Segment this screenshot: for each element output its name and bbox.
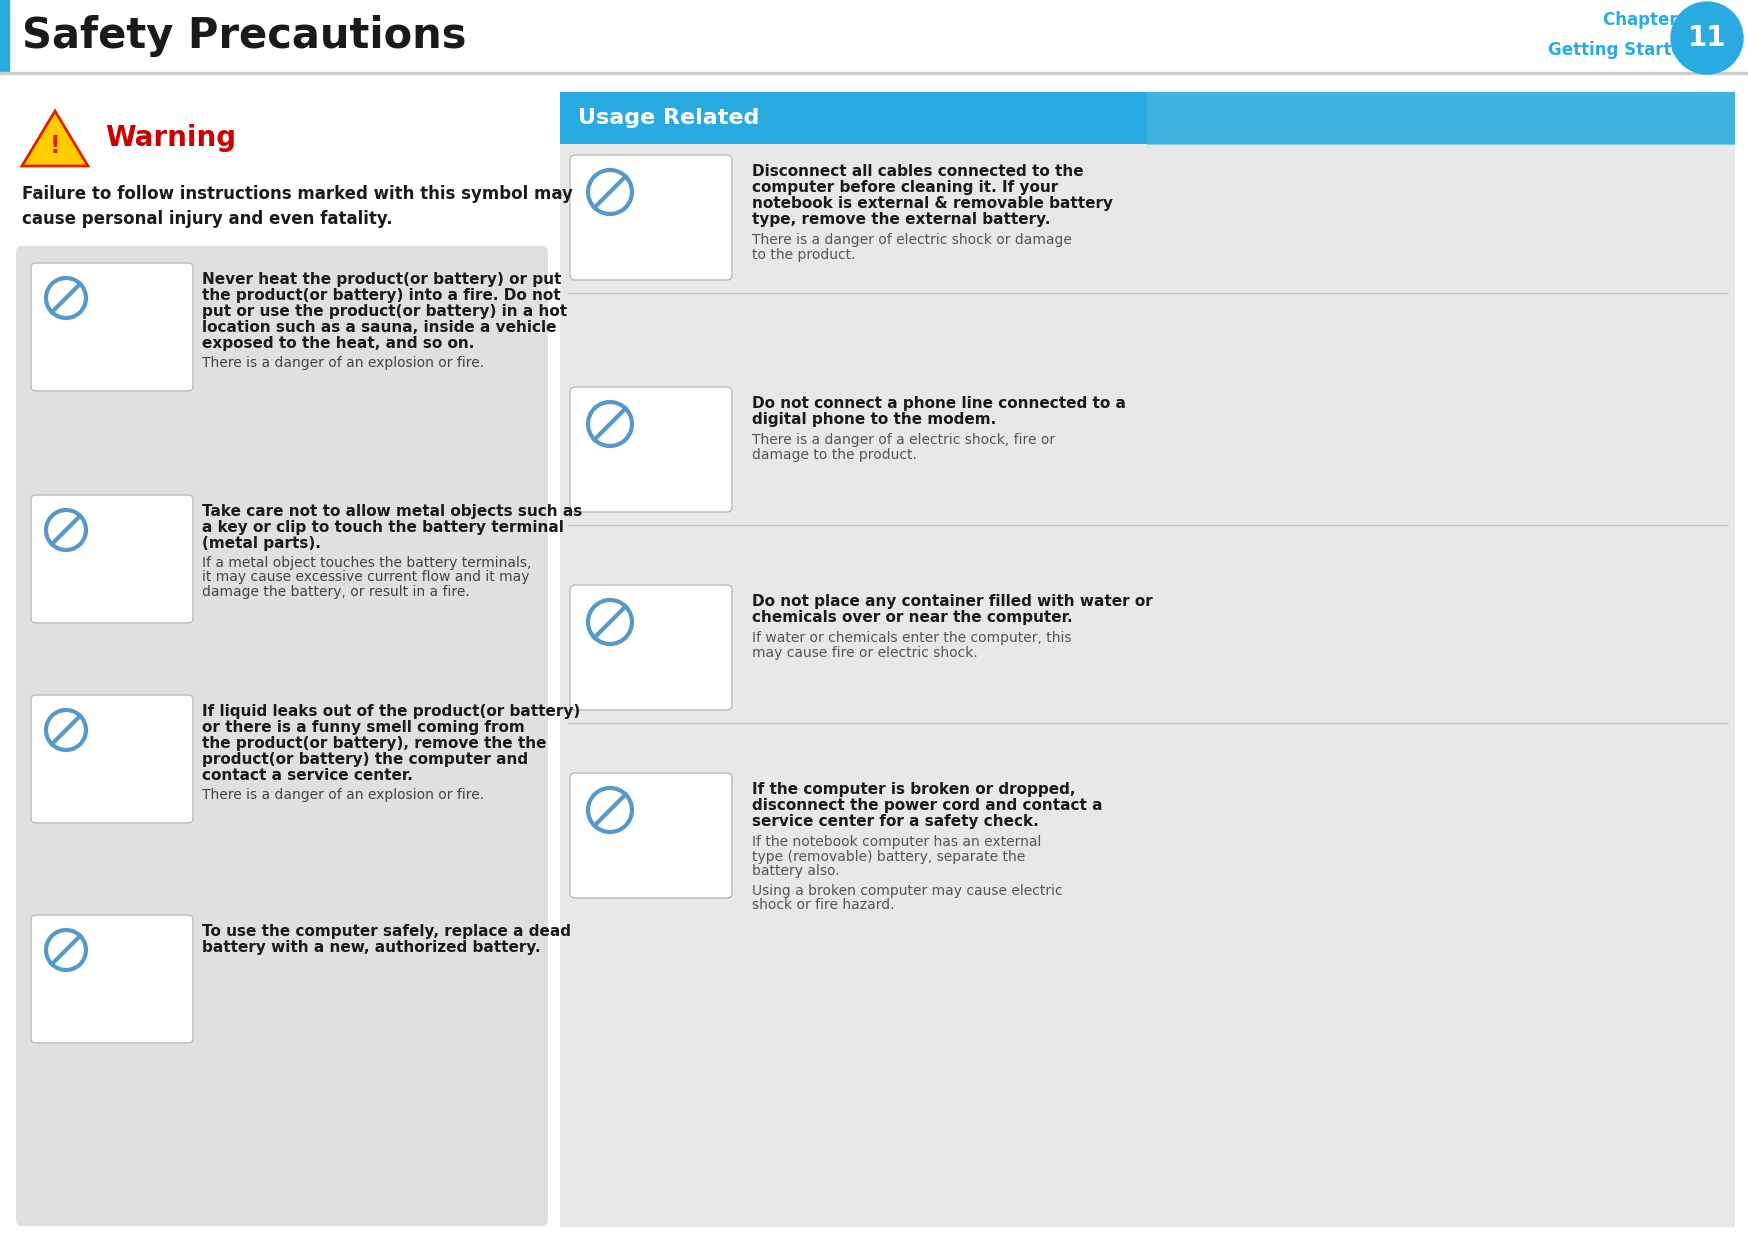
Text: the product(or battery), remove the the: the product(or battery), remove the the bbox=[201, 736, 545, 751]
FancyBboxPatch shape bbox=[31, 695, 192, 823]
Text: Never heat the product(or battery) or put: Never heat the product(or battery) or pu… bbox=[201, 272, 561, 287]
Text: There is a danger of a electric shock, fire or: There is a danger of a electric shock, f… bbox=[752, 433, 1054, 447]
Text: type, remove the external battery.: type, remove the external battery. bbox=[752, 212, 1051, 227]
Text: 11: 11 bbox=[1687, 24, 1725, 52]
Text: There is a danger of an explosion or fire.: There is a danger of an explosion or fir… bbox=[201, 788, 484, 802]
FancyBboxPatch shape bbox=[16, 246, 547, 1226]
FancyBboxPatch shape bbox=[570, 773, 732, 898]
Text: If the notebook computer has an external: If the notebook computer has an external bbox=[752, 835, 1040, 849]
Text: disconnect the power cord and contact a: disconnect the power cord and contact a bbox=[752, 798, 1101, 813]
Polygon shape bbox=[23, 110, 87, 166]
Text: the product(or battery) into a fire. Do not: the product(or battery) into a fire. Do … bbox=[201, 288, 561, 303]
Bar bbox=[1147, 92, 1732, 144]
Text: chemicals over or near the computer.: chemicals over or near the computer. bbox=[752, 611, 1072, 625]
Text: battery also.: battery also. bbox=[752, 864, 839, 877]
Text: If water or chemicals enter the computer, this: If water or chemicals enter the computer… bbox=[752, 630, 1072, 645]
FancyBboxPatch shape bbox=[570, 585, 732, 710]
Bar bbox=[0, 0, 9, 72]
FancyBboxPatch shape bbox=[31, 263, 192, 391]
Text: to the product.: to the product. bbox=[752, 247, 855, 262]
Text: (metal parts).: (metal parts). bbox=[201, 536, 320, 551]
Circle shape bbox=[1669, 2, 1743, 74]
Text: it may cause excessive current flow and it may: it may cause excessive current flow and … bbox=[201, 571, 530, 585]
Text: Do not connect a phone line connected to a: Do not connect a phone line connected to… bbox=[752, 396, 1126, 411]
Text: location such as a sauna, inside a vehicle: location such as a sauna, inside a vehic… bbox=[201, 320, 556, 335]
Text: damage the battery, or result in a fire.: damage the battery, or result in a fire. bbox=[201, 585, 470, 599]
Text: put or use the product(or battery) in a hot: put or use the product(or battery) in a … bbox=[201, 304, 566, 319]
Text: a key or clip to touch the battery terminal: a key or clip to touch the battery termi… bbox=[201, 520, 563, 535]
Text: computer before cleaning it. If your: computer before cleaning it. If your bbox=[752, 180, 1058, 195]
FancyBboxPatch shape bbox=[570, 387, 732, 513]
FancyBboxPatch shape bbox=[559, 144, 1734, 1227]
Text: damage to the product.: damage to the product. bbox=[752, 448, 916, 462]
Text: Usage Related: Usage Related bbox=[577, 108, 759, 128]
FancyBboxPatch shape bbox=[570, 155, 732, 280]
Text: may cause fire or electric shock.: may cause fire or electric shock. bbox=[752, 645, 977, 659]
Text: shock or fire hazard.: shock or fire hazard. bbox=[752, 898, 893, 912]
FancyBboxPatch shape bbox=[31, 915, 192, 1042]
Text: battery with a new, authorized battery.: battery with a new, authorized battery. bbox=[201, 939, 540, 956]
Bar bbox=[0, 72, 1748, 74]
Text: Failure to follow instructions marked with this symbol may: Failure to follow instructions marked wi… bbox=[23, 185, 573, 204]
Text: service center for a safety check.: service center for a safety check. bbox=[752, 814, 1038, 829]
Text: There is a danger of electric shock or damage: There is a danger of electric shock or d… bbox=[752, 233, 1072, 247]
Text: Warning: Warning bbox=[105, 124, 236, 151]
Text: contact a service center.: contact a service center. bbox=[201, 768, 413, 783]
Text: exposed to the heat, and so on.: exposed to the heat, and so on. bbox=[201, 336, 474, 351]
Bar bbox=[0, 0, 1748, 72]
FancyBboxPatch shape bbox=[31, 495, 192, 623]
Text: If liquid leaks out of the product(or battery): If liquid leaks out of the product(or ba… bbox=[201, 704, 580, 719]
Text: notebook is external & removable battery: notebook is external & removable battery bbox=[752, 196, 1112, 211]
Text: Chapter 1: Chapter 1 bbox=[1603, 11, 1694, 29]
Text: cause personal injury and even fatality.: cause personal injury and even fatality. bbox=[23, 210, 392, 228]
Text: or there is a funny smell coming from: or there is a funny smell coming from bbox=[201, 720, 524, 735]
Text: type (removable) battery, separate the: type (removable) battery, separate the bbox=[752, 850, 1024, 864]
Text: digital phone to the modem.: digital phone to the modem. bbox=[752, 412, 996, 427]
Text: If the computer is broken or dropped,: If the computer is broken or dropped, bbox=[752, 782, 1075, 797]
Text: Getting Started: Getting Started bbox=[1547, 41, 1694, 60]
Text: Disconnect all cables connected to the: Disconnect all cables connected to the bbox=[752, 164, 1084, 179]
FancyBboxPatch shape bbox=[559, 92, 1734, 144]
Text: Take care not to allow metal objects such as: Take care not to allow metal objects suc… bbox=[201, 504, 582, 519]
Text: Safety Precautions: Safety Precautions bbox=[23, 15, 467, 57]
Text: Using a broken computer may cause electric: Using a broken computer may cause electr… bbox=[752, 884, 1063, 897]
Text: Do not place any container filled with water or: Do not place any container filled with w… bbox=[752, 594, 1152, 609]
Text: If a metal object touches the battery terminals,: If a metal object touches the battery te… bbox=[201, 556, 531, 570]
Text: !: ! bbox=[49, 134, 59, 158]
Text: product(or battery) the computer and: product(or battery) the computer and bbox=[201, 752, 528, 767]
Text: To use the computer safely, replace a dead: To use the computer safely, replace a de… bbox=[201, 925, 570, 939]
Text: There is a danger of an explosion or fire.: There is a danger of an explosion or fir… bbox=[201, 356, 484, 370]
